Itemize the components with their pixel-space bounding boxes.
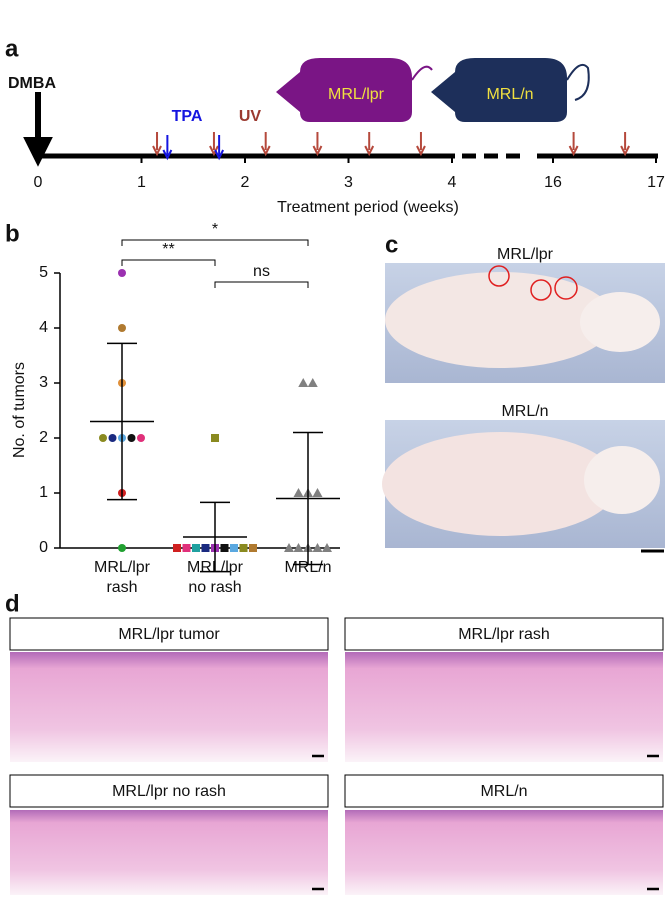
point — [118, 544, 126, 552]
point — [220, 544, 229, 552]
x-tick-label: no rash — [188, 579, 241, 596]
x-tick-label: MRL/n — [284, 559, 331, 576]
uv-arrow — [620, 132, 630, 157]
point — [192, 544, 200, 552]
tpa-label: TPA — [172, 108, 203, 125]
tpa-arrow — [162, 135, 173, 161]
uv-arrow — [312, 132, 323, 157]
tail — [411, 65, 433, 81]
y-tick-label: 0 — [39, 539, 48, 556]
y-tick-label: 1 — [39, 484, 48, 501]
histology-image — [345, 652, 663, 762]
point — [239, 544, 248, 552]
x-tick-label: MRL/lpr — [94, 559, 151, 576]
point — [108, 434, 117, 442]
tick-label: 2 — [241, 174, 250, 191]
dmba-arrow — [23, 92, 53, 167]
point — [201, 544, 210, 552]
mouse-head — [580, 292, 660, 352]
panel-title: MRL/n — [480, 783, 527, 800]
point — [322, 543, 332, 552]
tumor-circle — [554, 276, 578, 300]
tick-label: 0 — [34, 174, 43, 191]
tick-label: 16 — [544, 174, 562, 191]
y-tick-label: 2 — [39, 429, 48, 446]
uv-arrow — [568, 132, 579, 157]
title-box — [9, 774, 329, 808]
point — [312, 543, 323, 552]
x-axis-label: Treatment period (weeks) — [277, 199, 459, 216]
sig-bracket — [121, 239, 309, 246]
point — [211, 434, 219, 442]
panel-label: c — [385, 231, 398, 258]
title-box — [9, 617, 329, 651]
tumor-circle — [488, 265, 510, 287]
histology-image — [10, 810, 328, 895]
sig-label: ns — [253, 263, 270, 280]
error-bar — [107, 342, 137, 501]
point — [173, 544, 181, 552]
tick-label: 4 — [448, 174, 457, 191]
histology-image — [345, 810, 663, 895]
panel-title: MRL/lpr tumor — [118, 626, 220, 643]
sig-label: ** — [162, 241, 174, 258]
sig-label: * — [212, 221, 218, 238]
photo-title: MRL/lpr — [497, 246, 554, 263]
point — [118, 269, 126, 277]
point — [293, 543, 304, 552]
point — [127, 434, 136, 442]
point — [182, 544, 191, 552]
point — [298, 378, 309, 387]
y-tick-label: 3 — [39, 374, 48, 391]
uv-arrow — [152, 132, 162, 157]
panel-title: MRL/lpr rash — [458, 626, 550, 643]
dmba-label: DMBA — [8, 75, 56, 92]
panel-label: d — [5, 590, 20, 617]
title-box — [344, 774, 664, 808]
point — [230, 544, 238, 552]
histology-panels: MRL/lpr tumor MRL/lpr rash MRL/lpr no rash… — [9, 617, 664, 895]
error-bar — [200, 501, 230, 573]
tick-label: 1 — [137, 174, 146, 191]
point — [137, 434, 145, 442]
y-tick-label: 4 — [39, 319, 48, 336]
point — [99, 434, 107, 442]
sig-bracket — [121, 259, 216, 266]
mouse-label: MRL/lpr — [328, 86, 385, 103]
photo-title: MRL/n — [501, 403, 548, 420]
y-tick-label: 5 — [39, 264, 48, 281]
tumor-circle — [530, 279, 552, 301]
uv-arrow — [260, 132, 271, 157]
tail — [566, 64, 590, 101]
histology-image — [10, 652, 328, 762]
mouse-body — [382, 432, 618, 536]
point — [293, 488, 304, 497]
mouse-lpr — [276, 58, 412, 122]
point — [249, 544, 257, 552]
error-bar — [293, 431, 323, 566]
panel-label: a — [5, 35, 19, 62]
point — [312, 488, 323, 497]
mouse-n — [431, 58, 567, 122]
title-box — [344, 617, 664, 651]
sig-bracket — [214, 281, 309, 288]
panel-title: MRL/lpr no rash — [112, 783, 226, 800]
point — [118, 324, 126, 332]
uv-label: UV — [239, 108, 262, 125]
mouse-head — [584, 446, 660, 514]
point — [284, 543, 294, 552]
point — [307, 378, 318, 387]
y-axis-label: No. of tumors — [11, 362, 28, 458]
tick-label: 3 — [344, 174, 353, 191]
x-tick-label: rash — [106, 579, 137, 596]
mouse-label: MRL/n — [486, 86, 533, 103]
uv-arrow — [364, 132, 375, 157]
tpa-arrow — [214, 135, 225, 161]
uv-arrow — [209, 132, 219, 157]
uv-arrow — [416, 132, 426, 157]
panel-label: b — [5, 220, 20, 247]
tick-label: 17 — [647, 174, 665, 191]
